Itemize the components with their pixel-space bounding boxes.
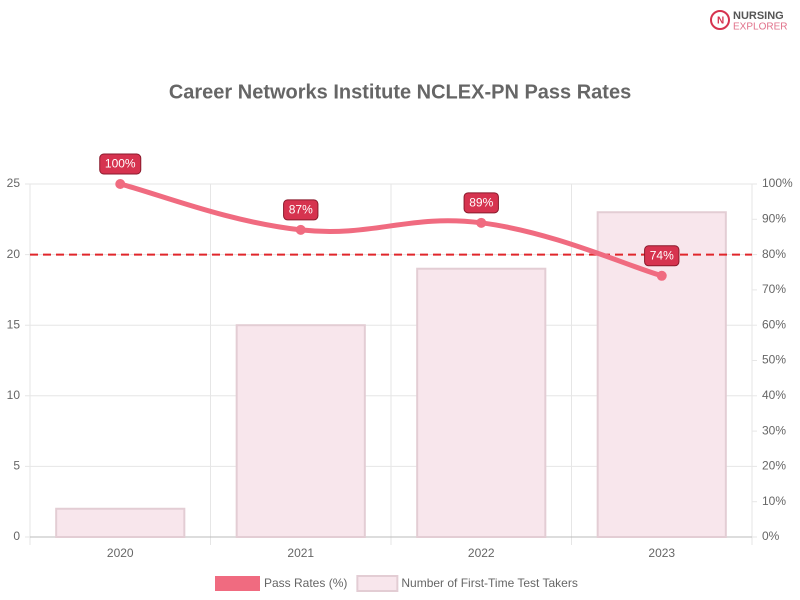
- value-label: 74%: [650, 248, 674, 262]
- y2-tick-label: 30%: [762, 423, 786, 437]
- line-point: [115, 179, 126, 189]
- y2-tick-label: 20%: [762, 459, 786, 473]
- chart-title: Career Networks Institute NCLEX-PN Pass …: [169, 81, 631, 103]
- bar: [416, 267, 547, 538]
- legend-swatch: [215, 576, 260, 591]
- y-tick-label: 10: [7, 388, 21, 402]
- logo-mark: N: [717, 16, 724, 27]
- bar: [235, 324, 366, 539]
- x-tick-label: 2022: [468, 546, 495, 560]
- legend-label: Number of First-Time Test Takers: [401, 576, 577, 590]
- x-tick-label: 2023: [648, 546, 675, 560]
- value-label-box: [463, 192, 499, 214]
- y2-tick-label: 90%: [762, 211, 786, 225]
- value-label: 100%: [105, 157, 136, 171]
- y2-tick-label: 80%: [762, 247, 786, 261]
- y2-tick-label: 50%: [762, 353, 786, 367]
- logo: N NURSING EXPLORER: [710, 10, 787, 33]
- value-label-box: [283, 199, 319, 221]
- line-point: [295, 224, 306, 235]
- y2-tick-label: 40%: [762, 388, 786, 402]
- y-tick-label: 25: [7, 176, 21, 190]
- y2-tick-label: 0%: [762, 529, 780, 543]
- x-tick-label: 2021: [287, 546, 314, 560]
- logo-text: NURSING: [733, 10, 784, 22]
- bar: [55, 507, 186, 539]
- y2-tick-label: 60%: [762, 317, 786, 331]
- y-tick-label: 0: [13, 529, 20, 543]
- value-label-box: [99, 153, 142, 175]
- logo-text: EXPLORER: [733, 22, 787, 33]
- y-tick-label: 5: [13, 459, 20, 473]
- y-tick-label: 15: [7, 317, 21, 331]
- value-label: 87%: [289, 203, 313, 217]
- y2-tick-label: 100%: [762, 176, 793, 190]
- bar: [596, 211, 727, 539]
- y2-tick-label: 70%: [762, 282, 786, 296]
- value-label: 89%: [469, 196, 493, 210]
- line-point: [656, 270, 667, 281]
- line-point: [476, 217, 487, 228]
- value-label-box: [644, 245, 680, 267]
- y2-tick-label: 10%: [762, 494, 786, 508]
- legend-swatch: [356, 575, 399, 592]
- line: [117, 181, 665, 279]
- legend-label: Pass Rates (%): [264, 576, 347, 590]
- y-tick-label: 20: [7, 247, 21, 261]
- logo-icon: [710, 10, 730, 30]
- x-tick-label: 2020: [107, 546, 134, 560]
